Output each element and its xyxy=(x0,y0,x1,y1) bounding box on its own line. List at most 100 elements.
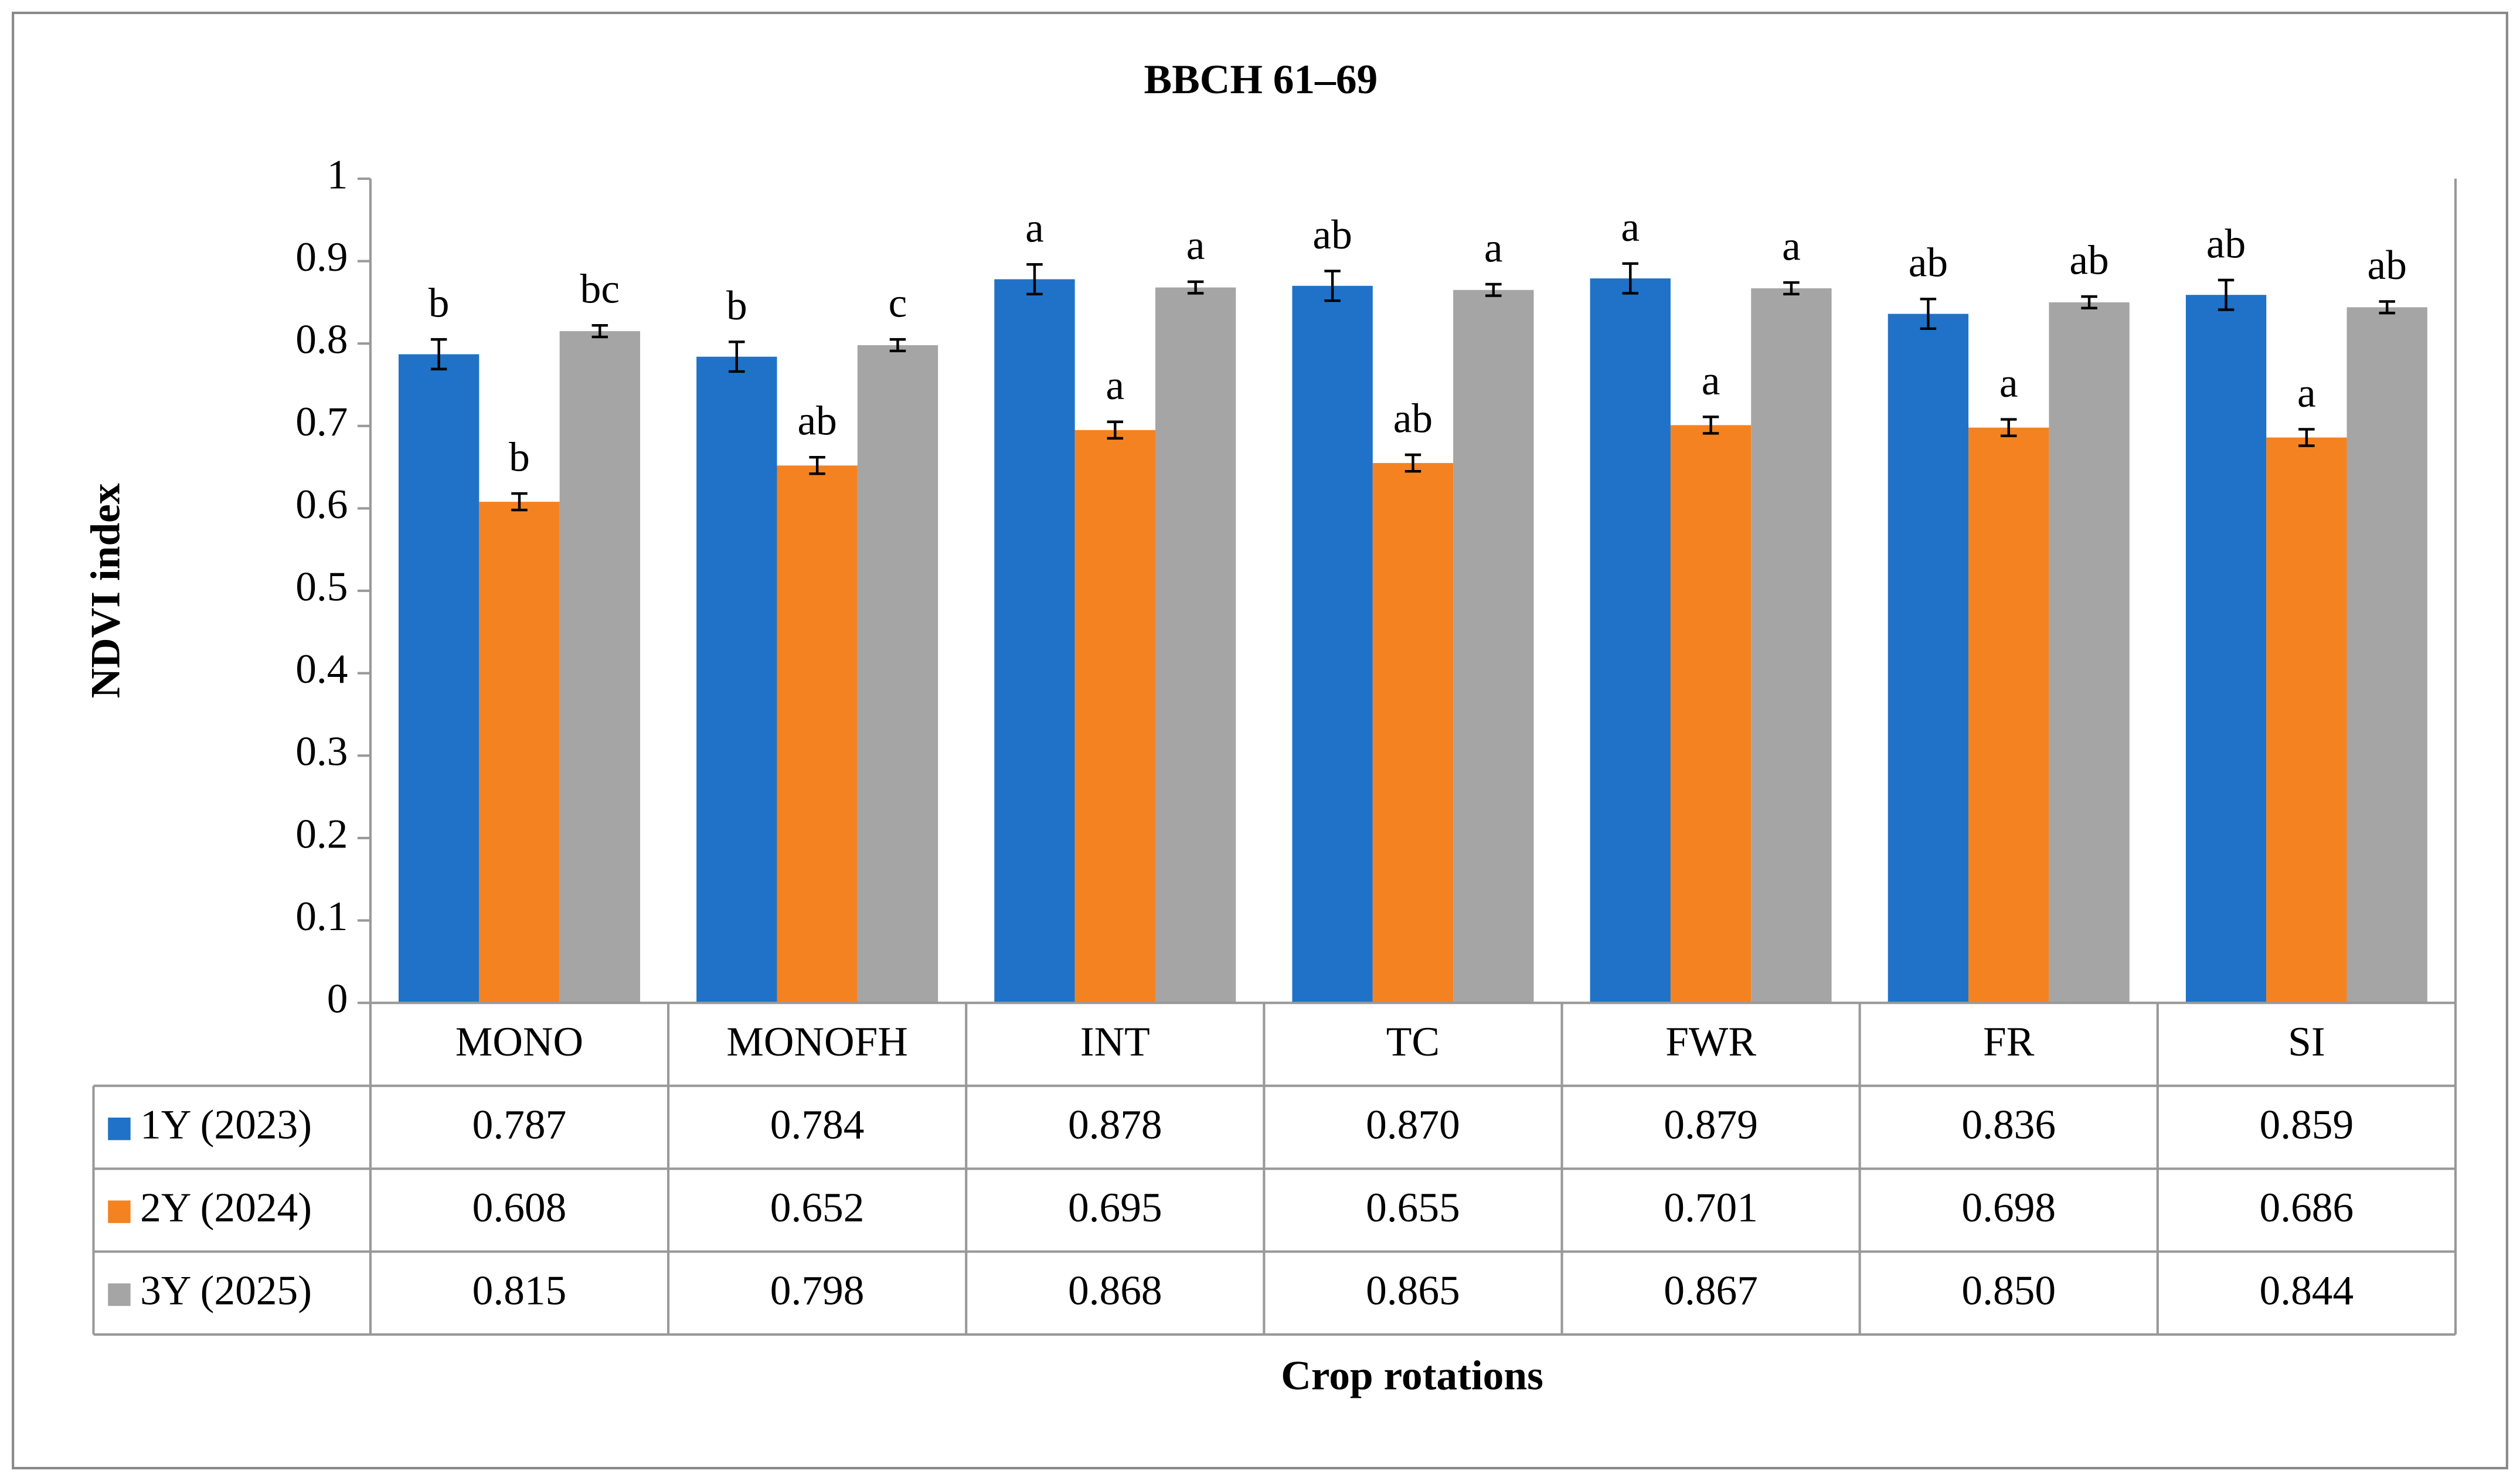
significance-letter: ab xyxy=(1312,212,1352,258)
table-cell: 0.608 xyxy=(472,1184,567,1231)
y-tick-label: 0.6 xyxy=(295,481,348,527)
bar xyxy=(857,345,938,1003)
table-cell: 0.698 xyxy=(1961,1184,2056,1231)
error-bar xyxy=(1404,453,1421,473)
bar xyxy=(1968,427,2049,1003)
bar xyxy=(1888,314,1969,1003)
legend-label: 3Y (2025) xyxy=(140,1267,312,1313)
error-bar xyxy=(729,341,745,373)
bar xyxy=(1590,278,1671,1003)
bar xyxy=(2346,307,2427,1003)
significance-letter: bc xyxy=(580,266,620,312)
error-bar xyxy=(809,456,825,475)
error-bar xyxy=(1107,420,1124,440)
significance-letter: a xyxy=(1702,358,1720,404)
error-bar xyxy=(1187,280,1204,295)
x-tick-label: MONO xyxy=(455,1019,583,1065)
bar xyxy=(2049,302,2130,1003)
table-cell: 0.836 xyxy=(1961,1102,2056,1148)
table-cell: 0.870 xyxy=(1366,1102,1460,1148)
bar xyxy=(2266,437,2347,1003)
bar xyxy=(1292,285,1373,1003)
error-bar xyxy=(2298,428,2315,447)
x-tick-label: INT xyxy=(1080,1019,1150,1065)
y-tick-label: 0.9 xyxy=(295,234,348,280)
table-cell: 0.798 xyxy=(770,1267,865,1313)
table-cell: 0.879 xyxy=(1664,1102,1758,1148)
significance-letter: b xyxy=(428,280,450,326)
significance-letter: ab xyxy=(1909,240,1948,286)
table-cell: 0.815 xyxy=(472,1267,567,1313)
significance-letter: a xyxy=(1484,224,1503,271)
y-tick-label: 1 xyxy=(327,151,348,198)
bar xyxy=(479,502,560,1003)
legend-label: 1Y (2023) xyxy=(140,1102,312,1148)
significance-letter: a xyxy=(1025,205,1044,251)
significance-letter: ab xyxy=(2069,237,2108,283)
table-cell: 0.878 xyxy=(1068,1102,1162,1148)
x-tick-label: MONOFH xyxy=(726,1019,907,1065)
error-bar xyxy=(1920,298,1937,331)
bar xyxy=(1751,288,1832,1003)
error-bar xyxy=(889,338,906,353)
error-bar xyxy=(1783,281,1800,295)
y-tick-label: 0.1 xyxy=(295,893,348,939)
bar xyxy=(1670,425,1752,1003)
bar xyxy=(1074,430,1155,1003)
y-tick-label: 0.5 xyxy=(295,563,348,610)
x-tick-label: TC xyxy=(1386,1019,1440,1065)
table-cell: 0.844 xyxy=(2260,1267,2354,1313)
legend-swatch xyxy=(108,1117,131,1140)
error-bar xyxy=(511,492,528,512)
error-bar xyxy=(2081,295,2097,309)
x-tick-label: FR xyxy=(1983,1019,2035,1065)
error-bar xyxy=(430,338,447,370)
bar xyxy=(777,465,858,1003)
error-bar xyxy=(2001,418,2017,437)
bar xyxy=(398,354,479,1003)
x-tick-label: FWR xyxy=(1665,1019,1756,1065)
significance-letter: ab xyxy=(797,398,836,444)
bar xyxy=(2185,295,2267,1003)
significance-letter: b xyxy=(509,434,530,481)
y-tick-label: 0.3 xyxy=(295,728,348,775)
error-bar xyxy=(1026,263,1043,295)
error-bar xyxy=(1702,416,1719,435)
y-tick-label: 0.2 xyxy=(295,811,348,857)
chart-title: BBCH 61–69 xyxy=(1144,56,1378,103)
legend-swatch xyxy=(108,1283,131,1306)
y-tick-label: 0.4 xyxy=(295,646,348,692)
significance-letter: a xyxy=(1782,223,1801,270)
significance-letter: ab xyxy=(2206,220,2246,267)
error-bar xyxy=(591,324,608,339)
y-axis-label: NDVI index xyxy=(82,483,128,698)
significance-letter: a xyxy=(1621,204,1640,250)
bar xyxy=(1372,463,1454,1003)
significance-letter: a xyxy=(1186,222,1205,268)
error-bar xyxy=(2218,278,2235,311)
table-cell: 0.686 xyxy=(2260,1184,2354,1231)
error-bar xyxy=(1485,282,1502,297)
error-bar xyxy=(1622,262,1638,295)
error-bar xyxy=(2379,300,2395,315)
bar xyxy=(1453,290,1534,1003)
table-cell: 0.867 xyxy=(1664,1267,1758,1313)
significance-letter: a xyxy=(2297,370,2316,416)
significance-letter: a xyxy=(1999,360,2018,406)
y-tick-label: 0 xyxy=(327,976,348,1022)
significance-letter: ab xyxy=(1393,395,1433,441)
significance-letter: c xyxy=(889,280,907,326)
table-cell: 0.865 xyxy=(1366,1267,1460,1313)
table-cell: 0.701 xyxy=(1664,1184,1758,1231)
significance-letter: b xyxy=(726,282,747,329)
table-cell: 0.850 xyxy=(1961,1267,2056,1313)
table-cell: 0.868 xyxy=(1068,1267,1162,1313)
y-tick-label: 0.7 xyxy=(295,399,348,445)
x-axis-label: Crop rotations xyxy=(1281,1352,1543,1398)
bar xyxy=(559,331,641,1003)
legend-label: 2Y (2024) xyxy=(140,1184,312,1231)
significance-letter: a xyxy=(1106,362,1124,408)
error-bar xyxy=(1324,270,1341,302)
